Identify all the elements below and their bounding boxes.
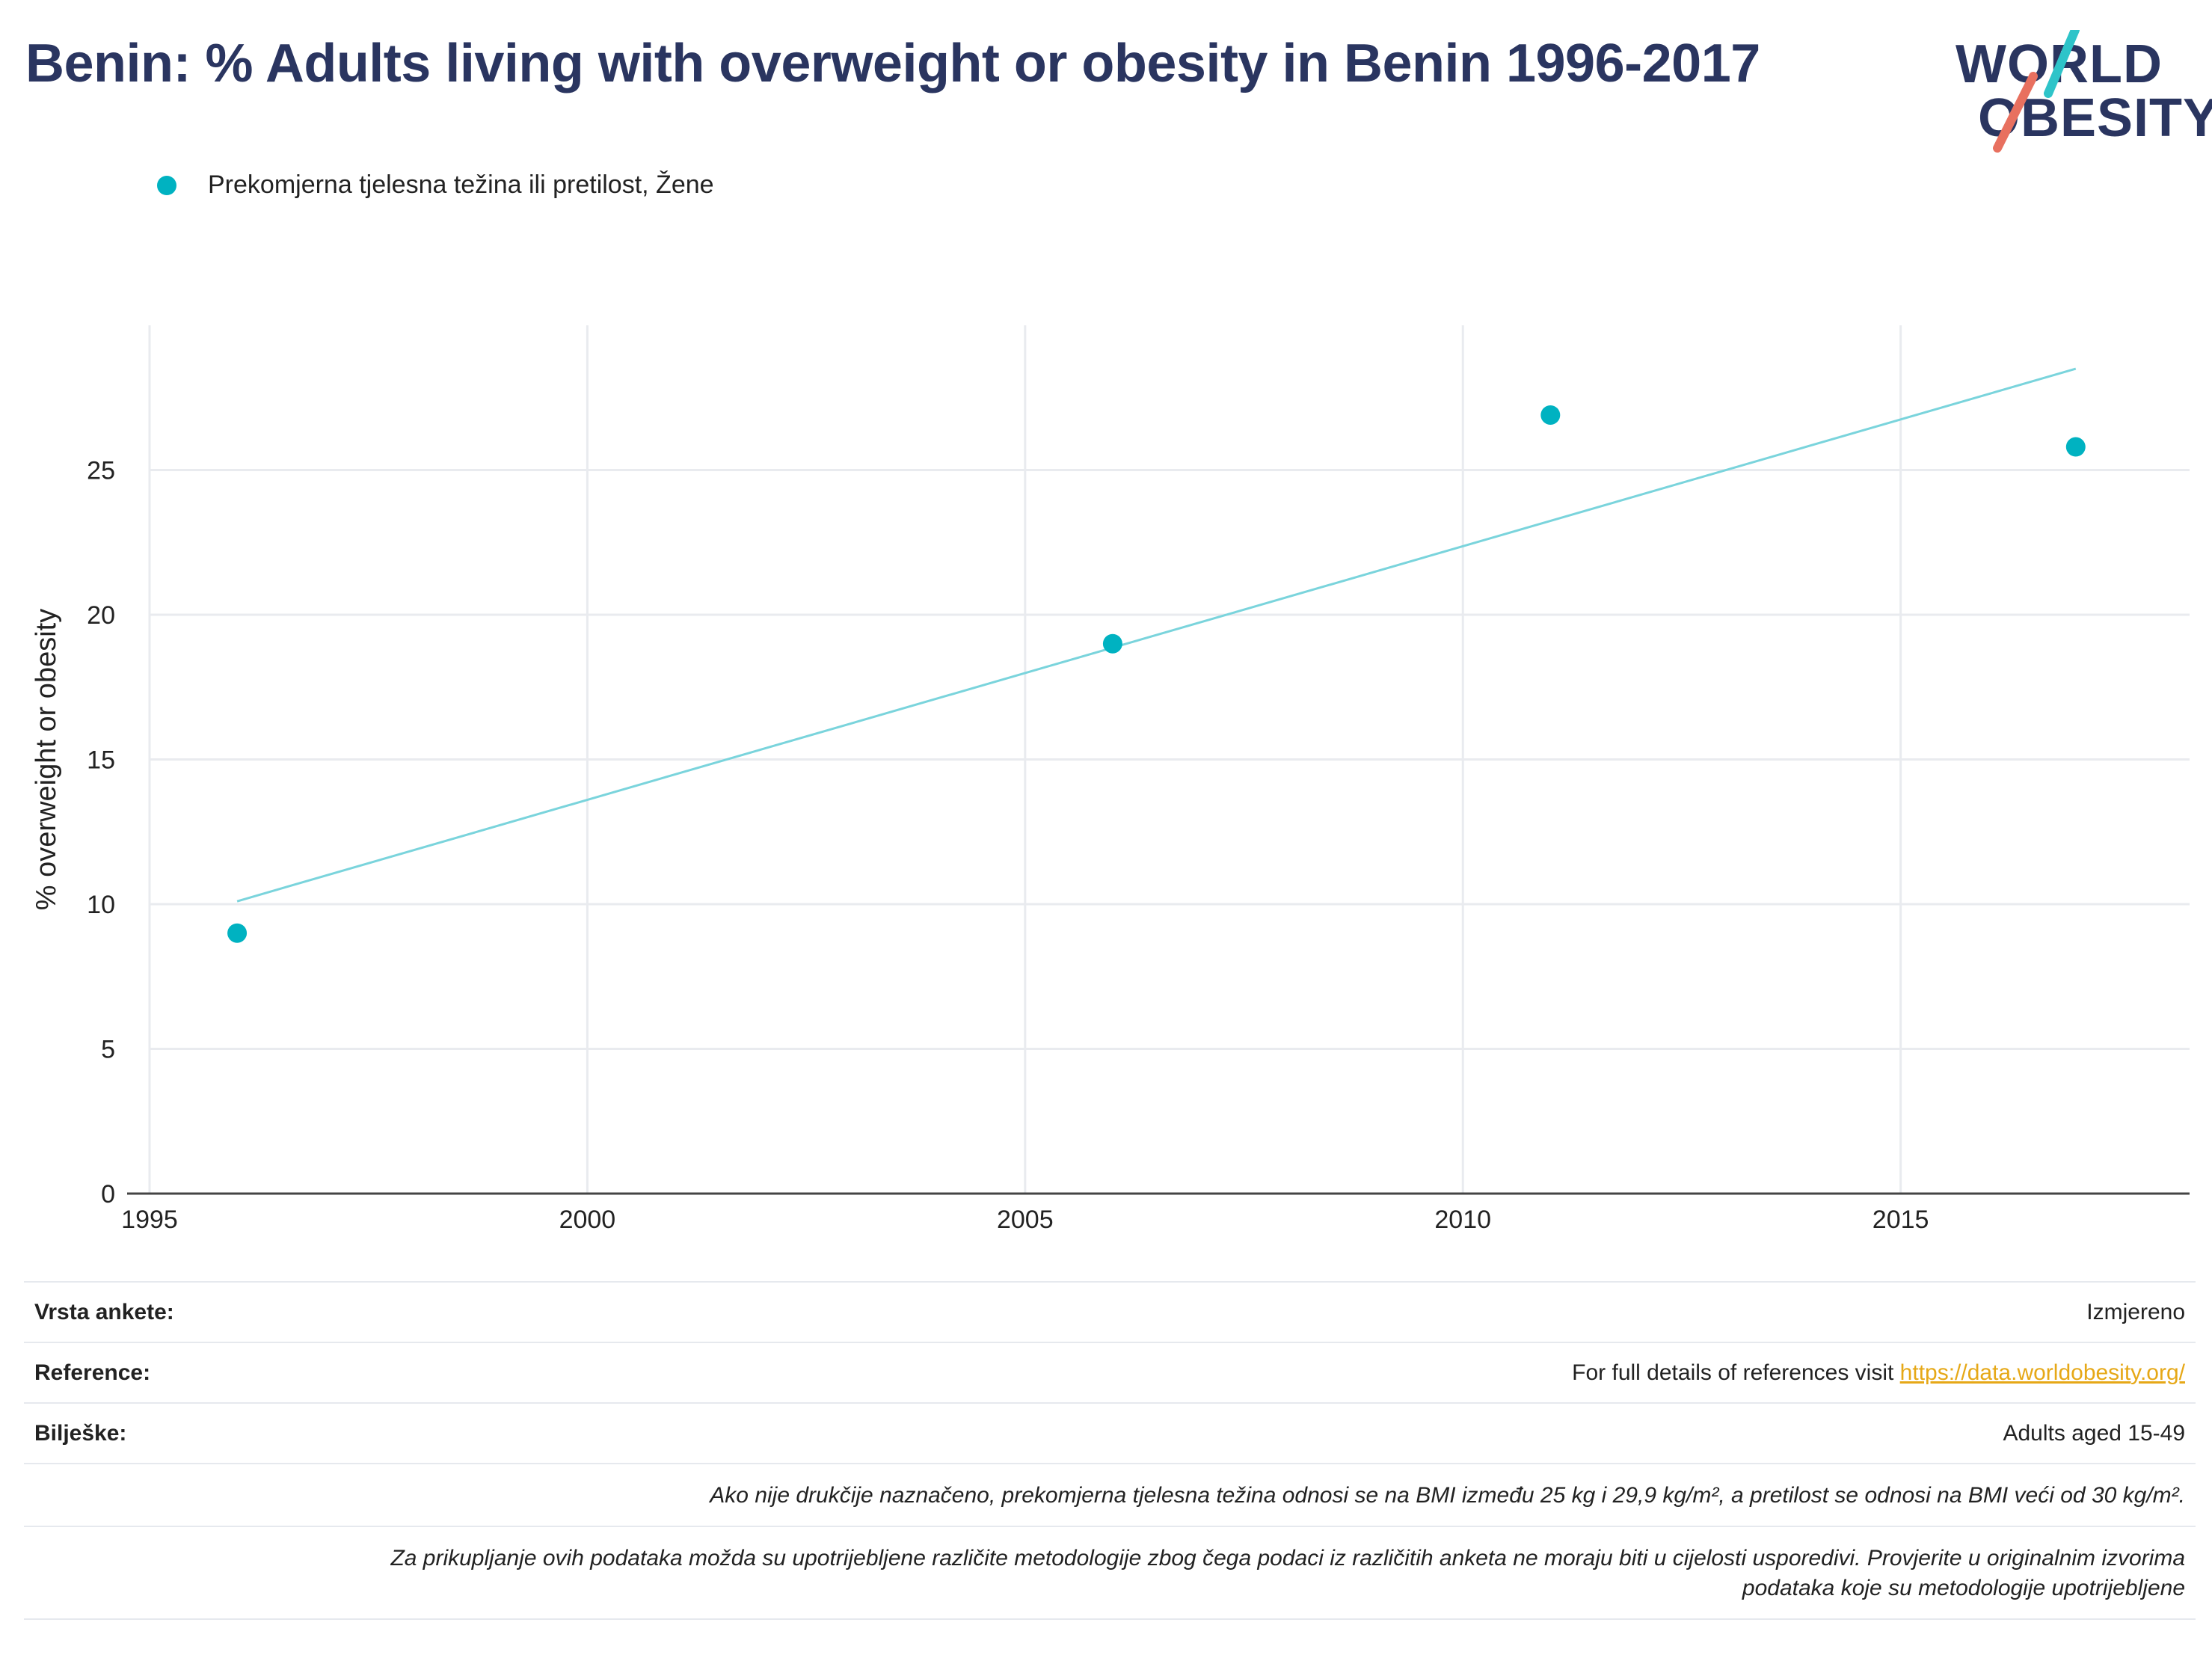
chart-title: Benin: % Adults living with overweight o… xyxy=(25,34,1760,93)
y-tick-label: 15 xyxy=(87,746,115,775)
trend-line xyxy=(236,367,2077,903)
references-text: For full details of references visit xyxy=(1572,1360,1900,1385)
notes-value: Adults aged 15-49 xyxy=(2003,1420,2185,1446)
y-tick-label: 10 xyxy=(87,891,115,919)
survey-type-label: Vrsta ankete: xyxy=(34,1299,174,1324)
world-obesity-logo: WORLD OBESITY xyxy=(1956,30,2212,161)
logo-slash-icon xyxy=(1993,30,2080,153)
x-tick-label: 2000 xyxy=(559,1206,616,1234)
methodology-note: Za prikupljanje ovih podataka možda su u… xyxy=(24,1526,2196,1620)
x-tick-label: 2015 xyxy=(1872,1206,1929,1234)
data-point xyxy=(1102,633,1122,654)
data-point xyxy=(227,923,248,943)
survey-type-row: Vrsta ankete: Izmjereno xyxy=(24,1281,2196,1342)
notes-row: Bilješke: Adults aged 15-49 xyxy=(24,1402,2196,1463)
survey-type-value: Izmjereno xyxy=(2086,1299,2185,1324)
y-tick-label: 25 xyxy=(87,457,115,485)
chart-legend: Prekomjerna tjelesna težina ili pretilos… xyxy=(157,171,714,200)
references-label: Reference: xyxy=(34,1360,151,1385)
references-link[interactable]: https://data.worldobesity.org/ xyxy=(1899,1360,2185,1385)
methodology-note-line1: Za prikupljanje ovih podataka možda su u… xyxy=(390,1546,2185,1571)
x-tick-label: 2010 xyxy=(1434,1206,1491,1234)
data-point xyxy=(1540,405,1561,425)
bmi-definition-note: Ako nije drukčije naznačeno, prekomjerna… xyxy=(24,1463,2196,1526)
methodology-note-line2: podataka koje su metodologije upotrijebl… xyxy=(1742,1576,2185,1600)
x-tick-label: 2005 xyxy=(997,1206,1054,1234)
data-point xyxy=(2065,437,2086,457)
references-row: Reference: For full details of reference… xyxy=(24,1342,2196,1402)
y-tick-label: 5 xyxy=(101,1036,115,1064)
scatter-chart: 1995 2000 2005 2010 2015 0 5 10 15 20 25 % overweig… xyxy=(31,325,2190,1234)
legend-label: Prekomjerna tjelesna težina ili pretilos… xyxy=(208,171,714,199)
y-tick-label: 0 xyxy=(101,1180,115,1209)
y-tick-label: 20 xyxy=(87,601,115,630)
x-tick-label: 1995 xyxy=(121,1206,178,1234)
legend-marker xyxy=(157,175,176,195)
notes-label: Bilješke: xyxy=(34,1420,127,1446)
y-axis-label: % overweight or obesity xyxy=(31,609,62,910)
info-table: Vrsta ankete: Izmjereno Reference: For f… xyxy=(24,1281,2196,1620)
